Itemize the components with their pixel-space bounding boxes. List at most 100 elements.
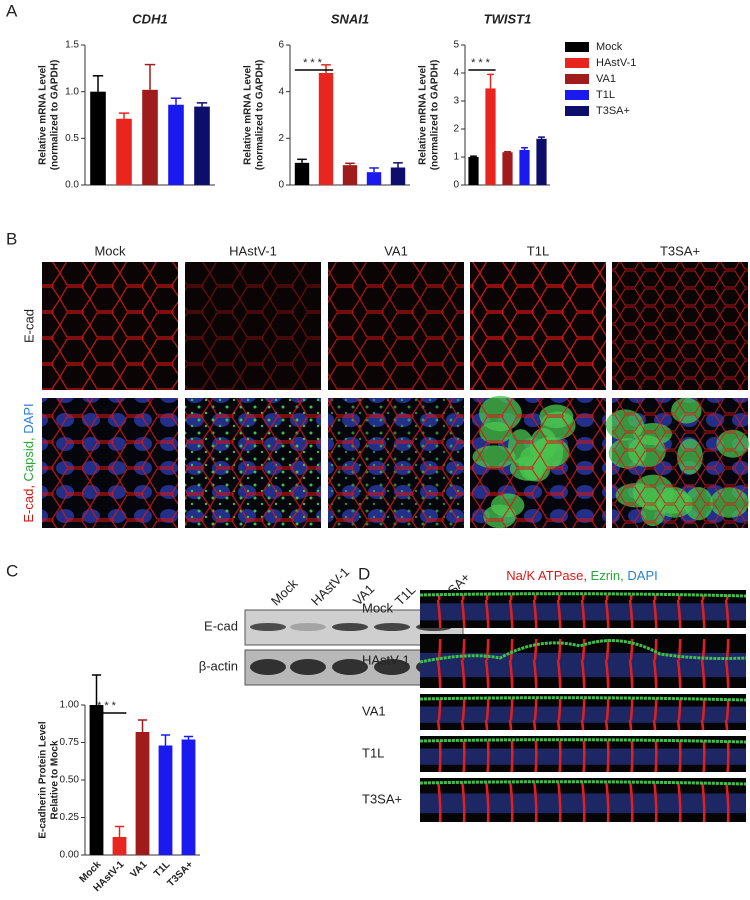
bar — [536, 138, 547, 185]
cross-section-junctions — [420, 783, 746, 822]
y-tick-label: 0 — [453, 180, 459, 191]
bar — [194, 106, 210, 185]
cross-section-junctions — [420, 595, 746, 628]
row-label-part: Capsid, — [21, 434, 36, 482]
row-label-part: E-cad, — [21, 481, 36, 522]
bar — [485, 88, 496, 185]
y-axis-label: E-cadherin Protein Level — [38, 721, 49, 838]
micrograph-cells — [470, 398, 606, 528]
panel-title-part: Ezrin, — [591, 568, 628, 583]
blot-label: β-actin — [199, 658, 238, 673]
panel-label: A — [6, 1, 18, 20]
y-axis-label: (normalized to GAPDH) — [50, 60, 61, 171]
row-label: T3SA+ — [362, 791, 402, 806]
panel-title: Na/K ATPase, Ezrin, DAPI — [506, 568, 657, 583]
row-label: VA1 — [362, 703, 386, 718]
significance-label: *** — [471, 57, 493, 69]
blot-band — [290, 659, 326, 675]
bar — [90, 91, 106, 185]
y-tick-label: 0.0 — [65, 180, 79, 191]
bar — [142, 89, 158, 185]
bar — [158, 745, 173, 855]
y-tick-label: 6 — [278, 40, 284, 51]
bar — [502, 152, 513, 185]
y-tick-label: 1.0 — [65, 86, 79, 97]
bar — [181, 739, 196, 855]
y-axis-label: Relative mRNA Level — [418, 65, 429, 165]
blot-band — [374, 623, 410, 631]
legend-swatch — [565, 42, 589, 52]
micrograph-cells — [42, 262, 178, 390]
y-tick-label: 1.5 — [65, 40, 79, 51]
blot-band — [332, 659, 368, 675]
micrograph-cells — [328, 262, 464, 390]
panel-title-part: Na/K ATPase, — [506, 568, 590, 583]
column-header: T3SA+ — [660, 243, 700, 258]
row-label-part: DAPI — [21, 403, 36, 433]
y-tick-label: 1.00 — [60, 700, 80, 711]
blot-band — [250, 659, 286, 675]
bar — [468, 157, 479, 185]
row-label: HAstV-1 — [362, 652, 410, 667]
y-tick-label: 0 — [278, 180, 284, 191]
bar — [294, 162, 310, 185]
y-tick-label: 2 — [278, 133, 284, 144]
column-header: HAstV-1 — [229, 243, 277, 258]
panel-label: D — [358, 564, 370, 583]
apical-ezrin — [419, 696, 747, 702]
significance-label: *** — [303, 57, 325, 69]
panel-title-part: DAPI — [627, 568, 657, 583]
apical-ezrin — [419, 780, 747, 786]
bar — [342, 165, 358, 185]
bar — [116, 118, 132, 185]
x-tick-label: T3SA+ — [166, 859, 196, 889]
micrograph-cells — [470, 262, 606, 390]
legend-swatch — [565, 106, 589, 116]
y-tick-label: 0.5 — [65, 133, 79, 144]
y-tick-label: 1 — [453, 152, 459, 163]
legend-label: T1L — [596, 89, 615, 101]
cross-section-junctions — [420, 639, 746, 688]
y-tick-label: 5 — [453, 40, 459, 51]
bar — [390, 167, 406, 185]
y-tick-label: 2 — [453, 124, 459, 135]
row-label: T1L — [362, 745, 384, 760]
y-axis-label: (normalized to GAPDH) — [255, 60, 266, 171]
legend-label: T3SA+ — [596, 105, 630, 117]
micrograph-cells — [612, 398, 748, 528]
micrograph-cells — [328, 398, 464, 528]
y-axis-label: Relative mRNA Level — [38, 65, 49, 165]
legend-swatch — [565, 74, 589, 84]
blot-band — [250, 623, 286, 631]
column-header: T1L — [527, 243, 549, 258]
bar — [89, 705, 104, 855]
cross-section-junctions — [420, 741, 746, 772]
legend-label: VA1 — [596, 73, 616, 85]
y-axis-label: Relative mRNA Level — [243, 65, 254, 165]
blot-band — [332, 623, 368, 631]
apical-ezrin — [419, 738, 747, 744]
y-tick-label: 0.25 — [60, 812, 80, 823]
significance-label: *** — [97, 700, 119, 712]
row-label: E-cad — [21, 309, 36, 343]
panel-label: C — [6, 561, 18, 580]
blot-label: E-cad — [204, 618, 238, 633]
blot-band — [290, 623, 326, 631]
column-header: Mock — [94, 243, 126, 258]
legend-label: HAstV-1 — [596, 57, 636, 69]
bar — [318, 73, 334, 185]
y-axis-label: (normalized to GAPDH) — [430, 60, 441, 171]
micrograph-cells — [185, 398, 321, 528]
bar — [168, 104, 184, 185]
chart-title: TWIST1 — [484, 11, 532, 26]
apical-ezrin — [419, 639, 747, 664]
row-label: E-cad, Capsid, DAPI — [21, 403, 36, 522]
lane-label: T1L — [392, 582, 418, 608]
lane-label: Mock — [268, 576, 301, 609]
blot-band — [374, 659, 410, 675]
y-tick-label: 0.75 — [60, 737, 80, 748]
micrograph-cells — [612, 262, 748, 390]
y-tick-label: 0.50 — [60, 775, 80, 786]
bar — [366, 172, 382, 185]
